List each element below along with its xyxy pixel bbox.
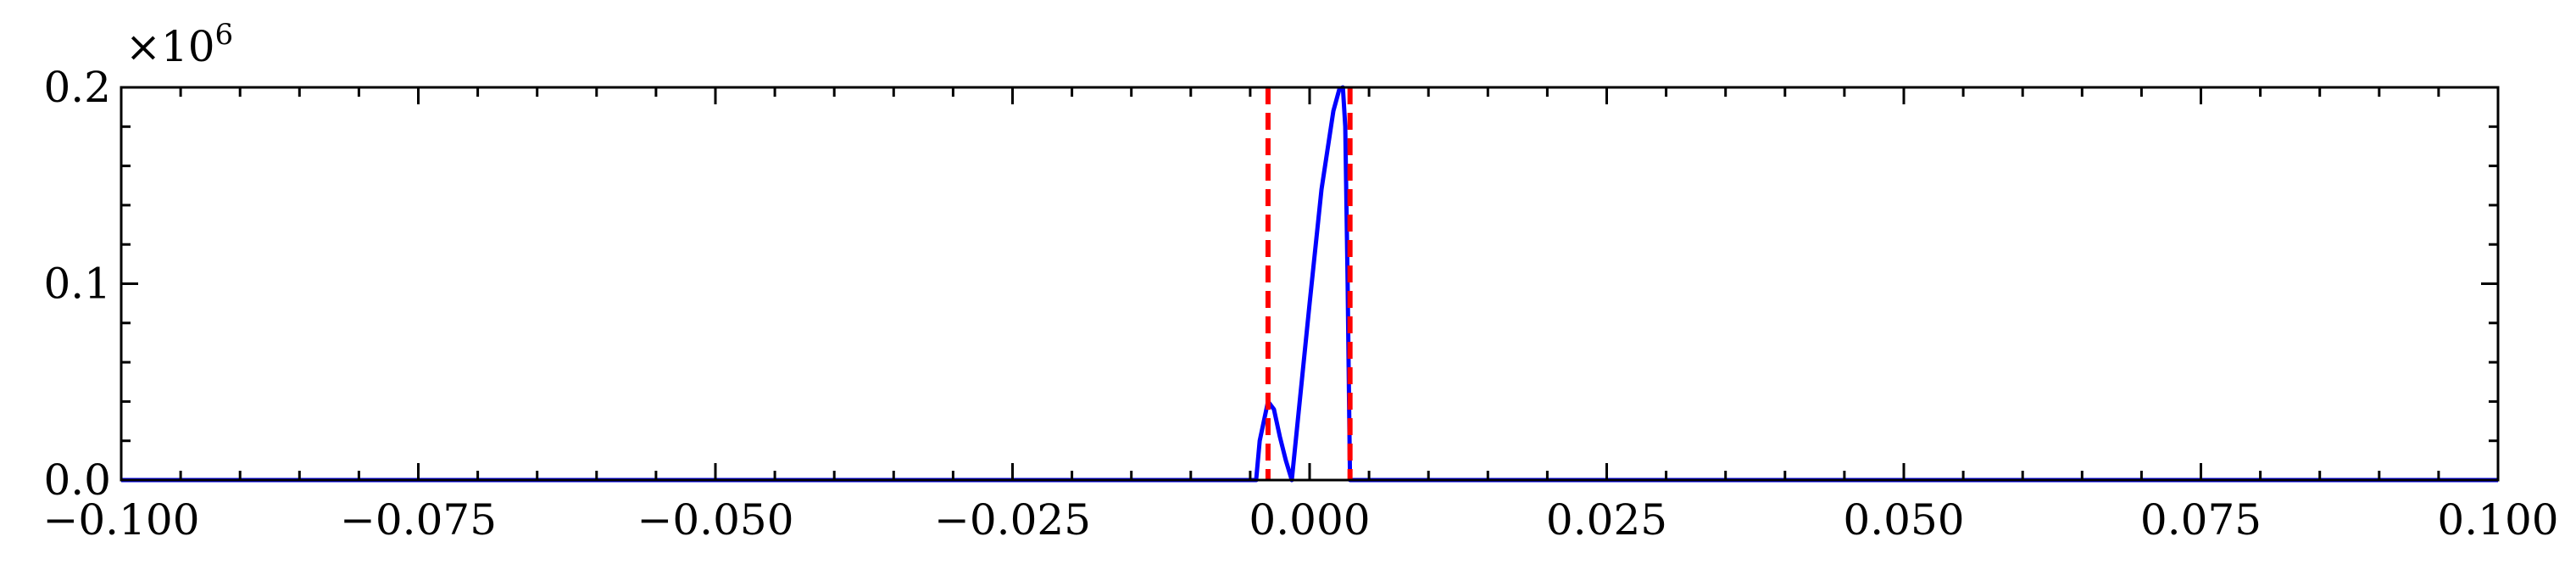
x-tick-label: 0.075 <box>2140 495 2262 545</box>
plot-layer <box>120 85 2500 483</box>
y-tick-label: 0.2 <box>43 63 111 112</box>
labels-layer: −0.100 −0.075 −0.050 −0.025 0.000 0.025 0.050 0… <box>42 63 2558 545</box>
x-tick-label: −0.025 <box>934 495 1091 545</box>
multiplier-base: ×10 <box>125 22 215 71</box>
x-tick-label: 0.050 <box>1843 495 1964 545</box>
x-tick-label: 0.025 <box>1546 495 1667 545</box>
x-tick-label: −0.075 <box>340 495 497 545</box>
y-tick-label: 0.0 <box>43 455 111 505</box>
x-tick-label: −0.050 <box>637 495 793 545</box>
x-tick-label: −0.100 <box>42 495 199 545</box>
x-tick-label: 0.100 <box>2437 495 2558 545</box>
x-tick-label: 0.000 <box>1249 495 1370 545</box>
ticks-layer <box>120 86 2500 482</box>
multiplier-exponent: 6 <box>215 18 234 52</box>
y-axis-multiplier: ×106 <box>125 18 233 71</box>
series-line-0 <box>121 85 2498 483</box>
y-tick-label: 0.1 <box>43 260 111 309</box>
